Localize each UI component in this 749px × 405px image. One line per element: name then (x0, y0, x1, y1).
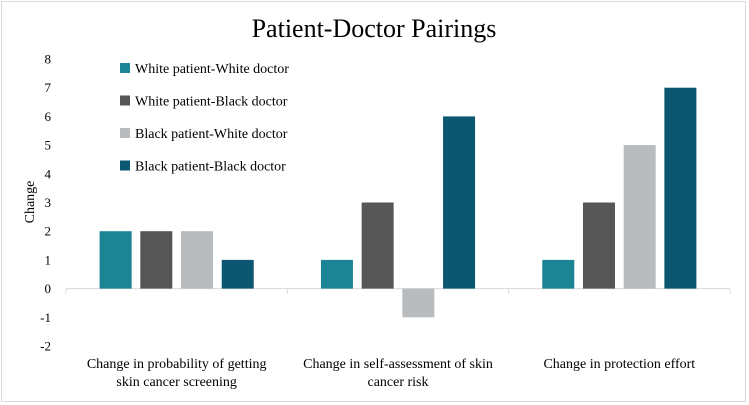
axis-layer: -2 -1 0 1 2 3 4 5 6 7 8 (40, 52, 731, 354)
category-label: Change in self-assessment of skin (303, 357, 493, 372)
legend-swatch (120, 95, 130, 106)
bars-layer (99, 87, 697, 318)
y-tick-label: 1 (45, 252, 52, 267)
category-label: skin cancer screening (116, 375, 237, 390)
category-label: Change in protection effort (543, 357, 695, 372)
legend-swatch (120, 63, 130, 73)
y-tick-label: 7 (45, 80, 52, 95)
y-tick-label: -2 (40, 339, 51, 354)
legend-label: Black patient-Black doctor (135, 160, 286, 175)
bar (320, 259, 353, 289)
y-tick-label: -1 (40, 310, 51, 325)
bar (582, 202, 615, 289)
legend: White patient-White doctor White patient-… (120, 62, 289, 175)
bar (402, 288, 435, 318)
category-label: Change in probability of getting (87, 357, 267, 372)
bar (443, 116, 476, 289)
bar (542, 259, 575, 289)
category-labels: Change in probability of getting skin can… (87, 357, 695, 390)
category-label: cancer risk (367, 375, 428, 390)
legend-label: Black patient-White doctor (135, 127, 288, 142)
legend-label: White patient-White doctor (135, 62, 289, 77)
chart-title: Patient-Doctor Pairings (252, 14, 497, 43)
legend-swatch (120, 160, 130, 171)
bar (664, 87, 697, 289)
legend-item: White patient-Black doctor (120, 95, 288, 110)
legend-swatch (120, 128, 130, 138)
bar (361, 202, 394, 289)
y-tick-label: 4 (45, 166, 52, 181)
y-tick-label: 3 (45, 195, 52, 210)
y-tick-label: 8 (45, 52, 52, 67)
y-tick-label: 6 (45, 109, 52, 124)
legend-item: Black patient-White doctor (120, 127, 288, 142)
y-tick-label: 5 (45, 138, 52, 153)
y-tick-label: 0 (45, 281, 52, 296)
y-axis-label: Change (23, 181, 38, 224)
y-tick-label: 2 (45, 224, 52, 239)
legend-item: Black patient-Black doctor (120, 160, 286, 175)
legend-item: White patient-White doctor (120, 62, 289, 77)
bar (623, 145, 656, 289)
bar (140, 231, 173, 289)
bar (99, 231, 132, 289)
bar (181, 231, 214, 289)
legend-label: White patient-Black doctor (135, 95, 288, 110)
bar (221, 259, 254, 289)
